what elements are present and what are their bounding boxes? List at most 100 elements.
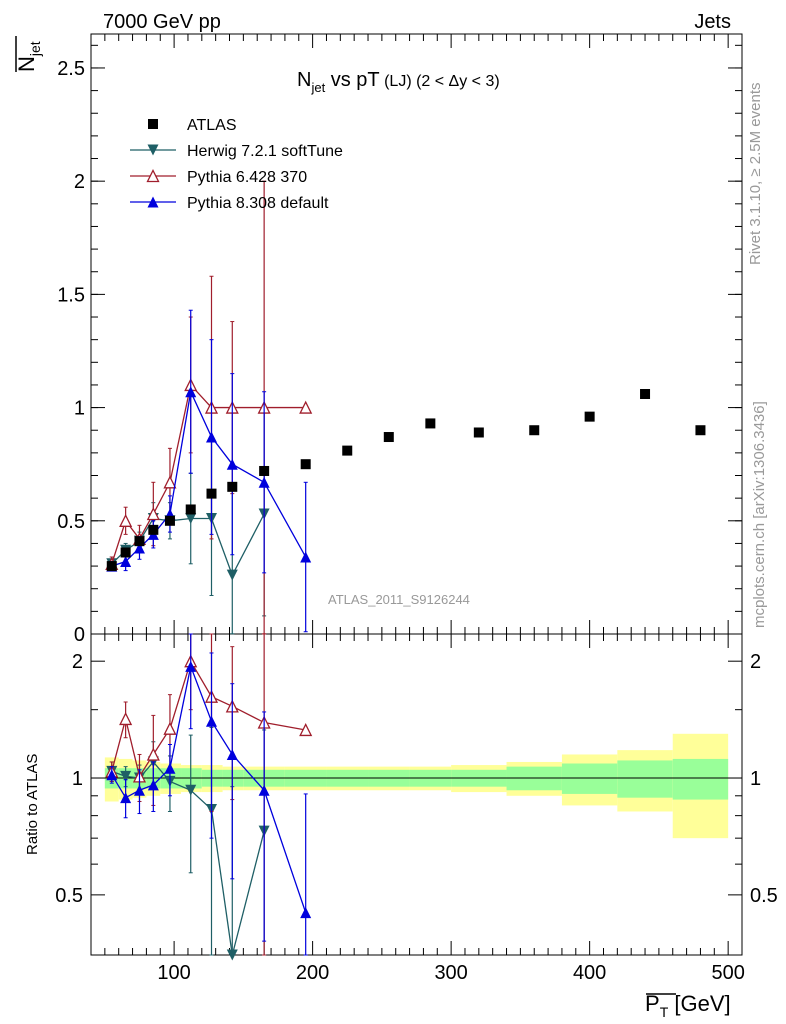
marker-square	[529, 425, 540, 436]
title-lj: (LJ)	[380, 73, 412, 90]
legend-entry: Pythia 6.428 370	[130, 169, 307, 186]
marker-triangle-up	[133, 542, 145, 554]
ratio-frame	[90, 633, 743, 956]
series-line	[111, 659, 306, 778]
marker-square	[425, 418, 436, 429]
xlabel-sub: T	[660, 1004, 669, 1020]
header-left: 7000 GeV pp	[103, 11, 221, 33]
header-right: Jets	[694, 11, 731, 33]
ratio-panel-series	[105, 633, 313, 961]
ratio-ylabel: Ratio to ATLAS	[24, 754, 41, 855]
marker-triangle-up	[185, 660, 197, 672]
legend-label: ATLAS	[187, 117, 237, 134]
ratio-ytick-label: 0.5	[55, 885, 83, 907]
marker-triangle-up-open	[146, 169, 160, 183]
marker-triangle-down	[185, 784, 197, 796]
main-ytick-label-zero: 0	[74, 624, 85, 646]
marker-square	[206, 488, 217, 499]
ylabel-n: N	[14, 56, 39, 72]
ratio-ytick-label: 1	[72, 768, 83, 790]
series-line	[111, 383, 306, 565]
marker-triangle-up	[120, 556, 132, 568]
marker-triangle-up	[258, 784, 270, 796]
ratio-band-inner	[672, 758, 729, 800]
title-range: (2 < Δy < 3)	[412, 73, 500, 90]
series-atlas	[106, 389, 706, 572]
xlabel: PT [GeV]	[645, 991, 731, 1020]
legend-entry: Pythia 8.308 default	[130, 195, 329, 212]
ylabel-sub: jet	[27, 41, 43, 57]
series-pythia-8-308-default	[106, 309, 312, 633]
marker-triangle-up	[185, 386, 197, 398]
series-line	[111, 663, 307, 913]
marker-square	[584, 411, 595, 422]
marker-triangle-down	[226, 949, 238, 961]
legend-label: Pythia 6.428 370	[187, 169, 307, 186]
marker-triangle-up	[106, 769, 118, 781]
marker-triangle-down	[120, 770, 132, 782]
marker-triangle-up-open	[163, 475, 177, 489]
marker-square	[383, 432, 394, 443]
marker-triangle-down	[226, 569, 238, 581]
series-pythia-6-428-370	[105, 180, 313, 635]
marker-triangle-up-open	[299, 723, 313, 737]
marker-square	[259, 465, 270, 476]
marker-triangle-up	[164, 762, 176, 774]
marker-square	[640, 389, 651, 399]
xtick-label: 100	[157, 962, 190, 984]
xtick-label: 400	[573, 962, 606, 984]
marker-square	[134, 536, 145, 547]
marker-square	[227, 481, 238, 492]
xlabel-unit: [GeV]	[668, 991, 730, 1016]
main-panel-series	[105, 180, 706, 635]
marker-triangle-up	[120, 792, 132, 804]
side-mcplots: mcplots.cern.ch [arXiv:1306.3436]	[751, 401, 768, 628]
xtick-label: 300	[434, 962, 467, 984]
main-panel-axes: 0.5 1 1.5 2 2.5 0	[57, 33, 743, 646]
side-rivet: Rivet 3.1.10, ≥ 2.5M events	[747, 83, 764, 266]
marker-triangle-up-open	[299, 400, 313, 414]
ratio-panel-axes: 0.5 0.5 1 1 2 2 100 200 300 400 500	[55, 34, 778, 984]
title-n: N	[297, 69, 311, 91]
marker-square	[473, 427, 484, 438]
marker-triangle-up-open	[146, 747, 160, 761]
series-herwig-7-2-1-softtune	[106, 411, 270, 635]
main-ytick-label: 2	[74, 171, 85, 193]
watermark: ATLAS_2011_S9126244	[328, 592, 470, 607]
main-ylabel: Njet	[14, 41, 43, 72]
xlabel-p: P	[645, 991, 660, 1016]
marker-square	[148, 119, 158, 129]
marker-triangle-up	[133, 784, 145, 796]
ratio-uncertainty-bands	[104, 733, 729, 839]
marker-triangle-up	[226, 748, 238, 760]
legend-label: Pythia 8.308 default	[187, 195, 329, 212]
marker-triangle-up	[206, 431, 218, 443]
marker-square	[148, 524, 159, 535]
marker-square	[106, 561, 117, 572]
xtick-label: 500	[711, 962, 744, 984]
ratio-band-inner	[561, 763, 618, 794]
legend-entry: ATLAS	[148, 117, 237, 134]
legend: ATLAS Herwig 7.2.1 softTune Pythia 6.428 3…	[130, 117, 343, 212]
series-pythia-8-308-default	[106, 633, 312, 956]
marker-square	[164, 515, 175, 526]
marker-triangle-up-open	[119, 513, 133, 527]
plot-title: Njet vs pT (LJ) (2 < Δy < 3)	[297, 69, 500, 95]
marker-triangle-up-open	[146, 507, 160, 521]
marker-triangle-up	[147, 779, 159, 791]
legend-entry: Herwig 7.2.1 softTune	[130, 143, 343, 160]
series-line	[111, 389, 307, 567]
main-ytick-label: 1.5	[57, 284, 85, 306]
ratio-ytick-label-right: 0.5	[750, 885, 778, 907]
main-ytick-label: 1	[74, 398, 85, 420]
ratio-ytick-label: 2	[72, 651, 83, 673]
title-mid: vs pT	[325, 69, 379, 91]
marker-triangle-up-open	[119, 711, 133, 726]
marker-triangle-up-open	[163, 721, 177, 735]
xtick-label: 200	[296, 962, 329, 984]
marker-square	[120, 547, 131, 558]
marker-triangle-up	[226, 458, 238, 470]
main-ytick-label: 2.5	[57, 58, 85, 80]
marker-square	[695, 425, 706, 436]
